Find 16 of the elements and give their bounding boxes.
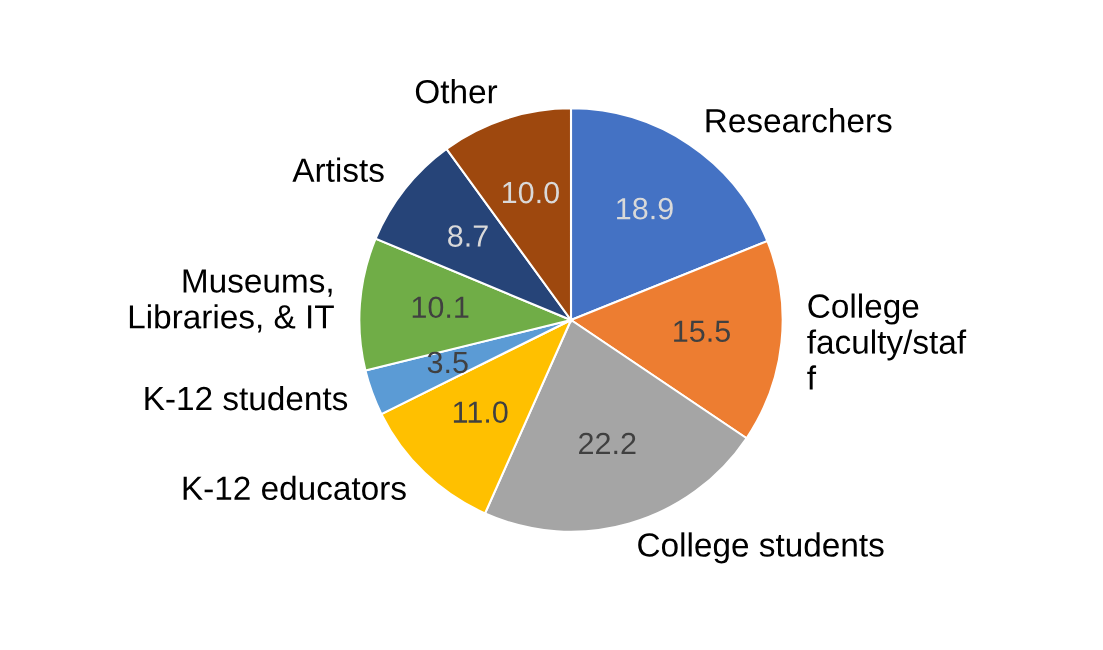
slice-label: College faculty/staf f	[807, 293, 967, 390]
slice-label: K-12 students	[145, 385, 348, 411]
slice-label: College students	[638, 532, 884, 564]
data-label: 3.5	[427, 351, 468, 374]
slice-label: Researchers	[706, 108, 892, 133]
slice-label: Museums, Libraries, & IT	[129, 269, 334, 333]
slice-label: K-12 educators	[183, 475, 406, 501]
data-label: 10.0	[503, 181, 559, 204]
data-label: 8.7	[448, 225, 488, 247]
slice-label: Other	[415, 79, 498, 104]
data-label: 15.5	[674, 320, 730, 342]
data-label: 11.0	[453, 401, 508, 423]
data-label: 18.9	[617, 197, 673, 220]
slice-label: Artists	[292, 157, 384, 183]
data-label: 10.1	[412, 296, 469, 319]
data-label: 22.2	[579, 432, 636, 455]
